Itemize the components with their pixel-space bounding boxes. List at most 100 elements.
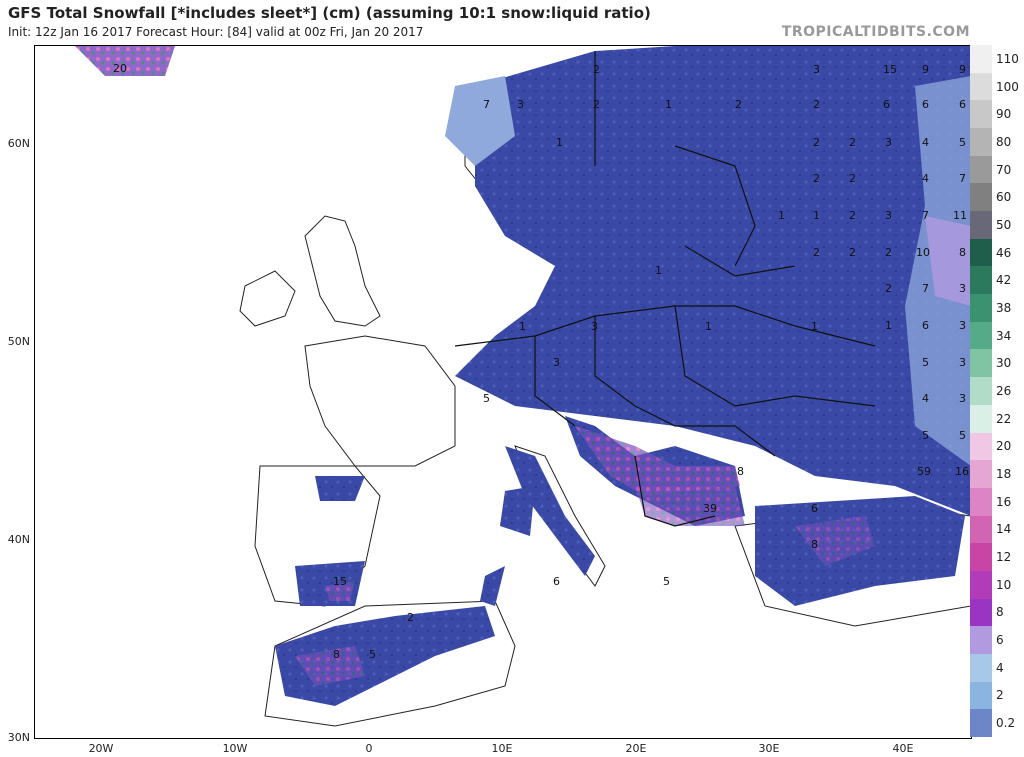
snowfall-colorbar [970, 45, 992, 738]
map-label: 8 [333, 648, 340, 661]
colorbar-label: 46 [996, 245, 1012, 260]
map-label: 6 [922, 98, 929, 111]
colorbar-label: 42 [996, 273, 1012, 288]
colorbar-label: 2 [996, 688, 1004, 703]
colorbar-cell [970, 321, 992, 350]
colorbar-cell [970, 72, 992, 101]
brand-watermark: TROPICALTIDBITS.COM [781, 24, 970, 40]
map-label: 2 [849, 136, 856, 149]
map-label: 2 [593, 98, 600, 111]
map-label: 39 [703, 502, 717, 515]
map-label: 8 [737, 465, 744, 478]
map-label: 59 [917, 465, 931, 478]
colorbar-cell [970, 404, 992, 433]
lat-label-60n: 60N [7, 137, 30, 150]
map-label: 6 [959, 98, 966, 111]
map-label: 3 [959, 392, 966, 405]
map-label: 2 [593, 63, 600, 76]
map-label: 3 [885, 136, 892, 149]
lon-label-10w: 10W [222, 742, 248, 755]
colorbar-label: 80 [996, 134, 1012, 149]
colorbar-label: 10 [996, 577, 1012, 592]
lat-label-40n: 40N [7, 533, 30, 546]
map-label: 6 [922, 319, 929, 332]
map-label: 5 [369, 648, 376, 661]
map-label: 1 [655, 264, 662, 277]
colorbar-cell [970, 377, 992, 406]
map-label: 3 [959, 282, 966, 295]
map-label: 2 [735, 98, 742, 111]
lat-label-30n: 30N [7, 731, 30, 744]
map-label: 1 [778, 209, 785, 222]
map-label: 7 [483, 98, 490, 111]
colorbar-cell [970, 653, 992, 683]
lon-label-10e: 10E [491, 742, 513, 755]
map-label: 8 [959, 246, 966, 259]
colorbar-label: 60 [996, 190, 1012, 205]
map-label: 3 [813, 63, 820, 76]
map-label: 5 [959, 429, 966, 442]
map-label: 5 [922, 356, 929, 369]
map-label: 4 [922, 392, 929, 405]
map-label: 16 [955, 465, 969, 478]
map-label: 2 [885, 282, 892, 295]
map-label: 11 [953, 209, 967, 222]
map-label: 2 [849, 172, 856, 185]
colorbar-label: 100 [996, 79, 1019, 94]
map-label: 5 [483, 392, 490, 405]
map-label: 3 [959, 356, 966, 369]
colorbar-label: 6 [996, 633, 1004, 648]
colorbar-label: 50 [996, 217, 1012, 232]
lon-label-20e: 20E [625, 742, 647, 755]
colorbar-label: 16 [996, 494, 1012, 509]
colorbar-cell [970, 487, 992, 517]
map-label: 7 [922, 282, 929, 295]
map-label: 9 [922, 63, 929, 76]
colorbar-cell [970, 155, 992, 184]
colorbar-label: 14 [996, 522, 1012, 537]
colorbar-label: 8 [996, 605, 1004, 620]
map-subtitle: Init: 12z Jan 16 2017 Forecast Hour: [84… [8, 25, 424, 39]
country-borders [454, 51, 876, 527]
contour-labels: 20 7 3 2 2 1 1 2 3 15 9 9 6 6 6 2 2 2 3 … [35, 46, 971, 738]
map-label: 3 [517, 98, 524, 111]
map-label: 2 [813, 172, 820, 185]
colorbar-label: 26 [996, 384, 1012, 398]
map-label: 7 [959, 172, 966, 185]
map-label: 7 [922, 209, 929, 222]
map-canvas [75, 46, 971, 727]
map-label: 15 [883, 63, 897, 76]
colorbar-cell [970, 460, 992, 489]
map-label: 20 [113, 62, 127, 75]
colorbar-cell [970, 183, 992, 212]
map-label: 2 [813, 246, 820, 259]
map-label: 10 [916, 246, 930, 259]
map-label: 6 [811, 502, 818, 515]
map-label: 1 [811, 320, 818, 333]
map-label: 15 [333, 575, 347, 588]
colorbar-label: 38 [996, 300, 1012, 315]
map-label: 2 [849, 209, 856, 222]
map-label: 5 [959, 136, 966, 149]
snow-cover [75, 46, 971, 706]
colorbar-label: 12 [996, 550, 1012, 565]
map-label: 1 [813, 209, 820, 222]
map-label: 2 [813, 136, 820, 149]
colorbar-cell [970, 626, 992, 655]
map-label: 2 [885, 246, 892, 259]
map-label: 6 [553, 575, 560, 588]
map-label: 2 [813, 98, 820, 111]
map-label: 1 [519, 320, 526, 333]
map-label: 3 [885, 209, 892, 222]
colorbar-cell [970, 432, 992, 461]
map-label: 4 [922, 136, 929, 149]
map-label: 5 [922, 429, 929, 442]
map-label: 6 [883, 98, 890, 111]
lat-label-50n: 50N [7, 335, 30, 348]
map-label: 1 [885, 319, 892, 332]
map-label: 1 [665, 98, 672, 111]
colorbar-cell [970, 128, 992, 157]
map-label: 2 [407, 611, 414, 624]
colorbar-label: 20 [996, 439, 1012, 454]
colorbar-label: 34 [996, 328, 1012, 343]
